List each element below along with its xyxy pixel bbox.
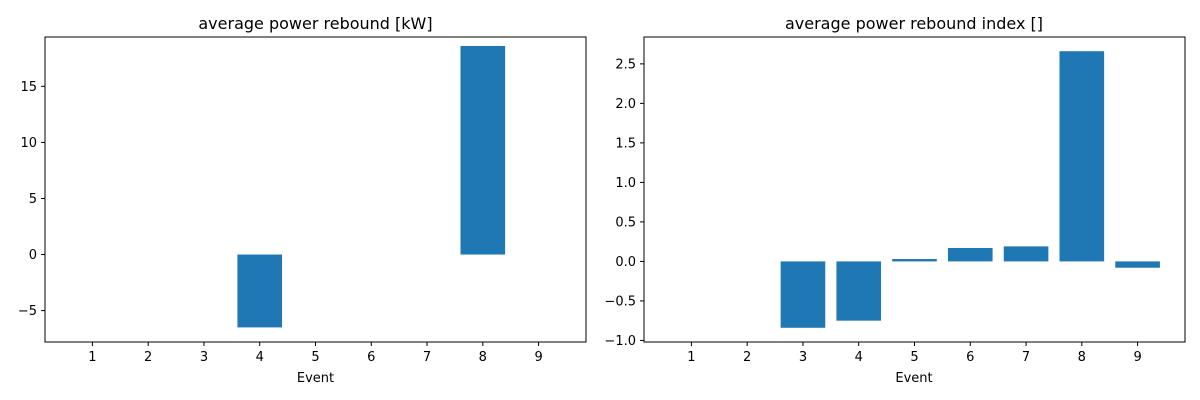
x-tick-label: 2	[743, 350, 751, 365]
y-axis-ticks: −1.0 −0.5 0.0 0.5 1.0 1.5 2.0 2.5	[604, 57, 644, 349]
y-tick-label: 1.0	[615, 176, 636, 191]
y-tick-label: 15	[20, 80, 37, 95]
bar-event-4	[237, 254, 283, 328]
y-tick-label: 0	[29, 248, 37, 263]
y-tick-label: −1.0	[604, 334, 636, 349]
x-tick-label: 5	[311, 350, 319, 365]
y-tick-label: 1.5	[615, 136, 636, 151]
x-axis-ticks: 1 2 3 4 5 6 7 8 9	[88, 342, 543, 365]
bar-event-4	[836, 261, 882, 321]
x-tick-label: 8	[1078, 350, 1086, 365]
x-tick-label: 7	[1022, 350, 1030, 365]
y-tick-label: 10	[20, 136, 37, 151]
x-tick-label: 1	[88, 350, 96, 365]
x-tick-label: 8	[479, 350, 487, 365]
bar-event-8	[1059, 51, 1105, 262]
x-tick-label: 6	[367, 350, 375, 365]
x-tick-label: 7	[423, 350, 431, 365]
bar-event-6	[947, 247, 993, 262]
chart-title: average power rebound [kW]	[198, 14, 432, 33]
chart-title: average power rebound index []	[785, 14, 1043, 33]
y-tick-label: 2.0	[615, 97, 636, 112]
x-tick-label: 6	[966, 350, 974, 365]
y-tick-label: 2.5	[615, 57, 636, 72]
x-tick-label: 3	[799, 350, 807, 365]
x-tick-label: 9	[1133, 350, 1141, 365]
x-tick-label: 4	[855, 350, 863, 365]
y-tick-label: −5	[18, 304, 37, 319]
chart-power-rebound-index: average power rebound index [] 1 2 3 4 5 6 7 8 9…	[604, 14, 1186, 386]
bar-event-8	[460, 45, 506, 255]
y-tick-label: 0.0	[615, 255, 636, 270]
x-tick-label: 3	[200, 350, 208, 365]
x-tick-label: 9	[534, 350, 542, 365]
chart-power-rebound: average power rebound [kW] 1 2 3 4 5 6 7 8 9 −5 0…	[18, 14, 587, 386]
bar-event-9	[1115, 261, 1160, 268]
bar-event-7	[1003, 246, 1049, 262]
x-tick-label: 2	[144, 350, 152, 365]
x-axis-label: Event	[297, 371, 334, 386]
y-tick-label: 5	[29, 192, 37, 207]
bars	[237, 45, 506, 328]
x-tick-label: 1	[687, 350, 695, 365]
bars	[780, 51, 1160, 328]
bar-event-5	[892, 259, 937, 262]
x-axis-label: Event	[895, 371, 932, 386]
bar-event-3	[780, 261, 826, 328]
y-tick-label: −0.5	[604, 294, 636, 309]
x-tick-label: 4	[256, 350, 264, 365]
y-tick-label: 0.5	[615, 215, 636, 230]
x-axis-ticks: 1 2 3 4 5 6 7 8 9	[687, 342, 1142, 365]
y-axis-ticks: −5 0 5 10 15	[18, 80, 45, 319]
x-tick-label: 5	[910, 350, 918, 365]
